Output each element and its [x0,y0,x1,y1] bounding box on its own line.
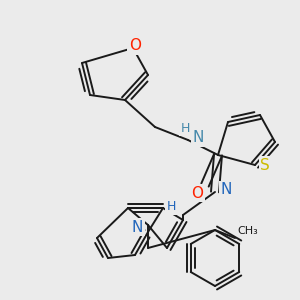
Text: H: H [180,122,190,134]
Text: O: O [191,185,203,200]
Text: N: N [221,182,232,197]
Text: S: S [260,158,270,172]
Text: CH₃: CH₃ [237,226,258,236]
Text: H: H [166,200,176,214]
Text: N: N [193,130,204,146]
Text: O: O [129,38,141,53]
Text: N: N [132,220,143,235]
